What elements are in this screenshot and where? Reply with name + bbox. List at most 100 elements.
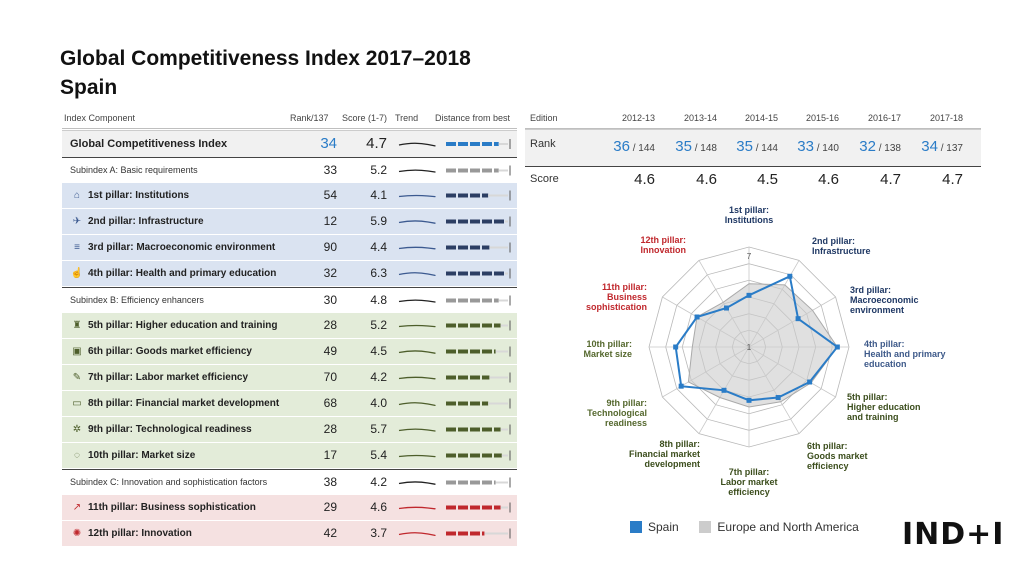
edition-score-label: Score xyxy=(530,173,559,185)
edition-rank: 36 / 144 xyxy=(595,138,655,155)
edition-rank-value: 35 xyxy=(736,138,753,155)
macroeconomic-icon: ≡ xyxy=(74,242,80,253)
table-row: Global Competitiveness Index 34 4.7 xyxy=(62,130,517,158)
edition-score: 4.6 xyxy=(818,171,839,188)
table-row: ▣ 6th pillar: Goods market efficiency 49 4.… xyxy=(62,339,517,365)
row-score: 5.4 xyxy=(370,448,387,462)
legend-swatch-spain xyxy=(630,521,642,533)
edition-rank: 35 / 148 xyxy=(657,138,717,155)
gci-table-header: Index Component Rank/137 Score (1-7) Tre… xyxy=(62,110,517,129)
trend-line xyxy=(398,376,436,380)
trend-line xyxy=(398,272,436,277)
edition-score-row: Score 4.6 4.6 4.5 4.6 4.7 4.7 xyxy=(525,166,981,193)
table-row: ⌂ 1st pillar: Institutions 54 4.1 xyxy=(62,183,517,209)
trend-line xyxy=(398,428,436,432)
axis-label: 10th pillar: Market size xyxy=(583,339,632,359)
edition-year: 2017-18 xyxy=(929,113,963,123)
row-score: 3.7 xyxy=(370,526,387,540)
table-row: ✈ 2nd pillar: Infrastructure 12 5.9 xyxy=(62,209,517,235)
row-graphics xyxy=(398,295,511,306)
axis-label: 7th pillar: Labor market efficiency xyxy=(720,467,777,497)
table-row: ☝ 4th pillar: Health and primary educatio… xyxy=(62,261,517,287)
edition-rank-of: / 144 xyxy=(629,143,655,154)
financial-market-icon: ▭ xyxy=(72,398,82,409)
table-row: Subindex A: Basic requirements 33 5.2 xyxy=(62,157,517,184)
edition-rank-value: 32 xyxy=(859,138,876,155)
edition-rank-value: 33 xyxy=(797,138,814,155)
spain-point xyxy=(673,344,679,350)
trend-line xyxy=(398,169,436,173)
row-graphics xyxy=(398,346,511,357)
trend-line xyxy=(398,220,436,224)
row-score: 4.2 xyxy=(370,475,387,489)
row-label: 6th pillar: Goods market efficiency xyxy=(88,346,252,357)
spain-point xyxy=(775,395,781,401)
infrastructure-icon: ✈ xyxy=(72,216,82,227)
row-rank: 29 xyxy=(323,500,337,514)
row-label: 8th pillar: Financial market development xyxy=(88,398,280,409)
row-score: 6.3 xyxy=(370,266,387,280)
row-label: 10th pillar: Market size xyxy=(88,450,196,461)
indi-logo: IND+I xyxy=(902,517,1005,552)
axis-label: 12th pillar: Innovation xyxy=(640,235,686,255)
header-component: Index Component xyxy=(64,113,136,123)
edition-rank-value: 34 xyxy=(921,138,938,155)
legend-label-spain: Spain xyxy=(648,520,679,534)
row-rank: 28 xyxy=(323,422,337,436)
legend-label-region: Europe and North America xyxy=(717,520,859,534)
row-label: 12th pillar: Innovation xyxy=(88,528,192,539)
row-score: 4.7 xyxy=(366,135,387,152)
spain-point xyxy=(724,305,729,311)
edition-score: 4.6 xyxy=(634,171,655,188)
trend-line xyxy=(398,506,436,510)
row-graphics xyxy=(398,268,511,279)
axis-label: 2nd pillar: Infrastructure xyxy=(812,236,871,256)
row-graphics xyxy=(398,165,511,176)
labor-market-icon: ✎ xyxy=(72,372,82,383)
row-rank: 33 xyxy=(323,163,337,177)
chart-legend: Spain Europe and North America xyxy=(630,520,859,534)
row-rank: 12 xyxy=(323,214,337,228)
trend-line xyxy=(398,194,436,198)
edition-rank-of: / 140 xyxy=(813,143,839,154)
row-graphics xyxy=(398,242,511,253)
axis-label: 5th pillar: Higher education and training xyxy=(847,392,921,422)
row-score: 5.2 xyxy=(370,318,387,332)
edition-rank-of: / 148 xyxy=(691,143,717,154)
edition-rank: 33 / 140 xyxy=(779,138,839,155)
innovation-icon: ✺ xyxy=(72,528,82,539)
spain-point xyxy=(746,292,752,298)
axis-label: 8th pillar: Financial market development xyxy=(629,439,700,469)
table-row: ✲ 9th pillar: Technological readiness 28 5.… xyxy=(62,417,517,443)
row-rank: 30 xyxy=(323,293,337,307)
row-label: Subindex B: Efficiency enhancers xyxy=(70,295,204,305)
row-rank: 49 xyxy=(323,344,337,358)
edition-label: Edition xyxy=(530,113,558,123)
row-graphics xyxy=(398,502,511,513)
axis-label: 11th pillar: Business sophistication xyxy=(586,282,647,312)
title-line-2: Spain xyxy=(60,76,118,99)
row-score: 4.2 xyxy=(370,370,387,384)
trend-line xyxy=(398,142,436,147)
table-row: ↗ 11th pillar: Business sophistication 29 4… xyxy=(62,495,517,521)
header-rank: Rank/137 xyxy=(290,113,329,123)
spain-point xyxy=(834,344,840,350)
edition-score: 4.7 xyxy=(942,171,963,188)
table-row: ≡ 3rd pillar: Macroeconomic environment 90… xyxy=(62,235,517,261)
edition-table: Edition 2012-13 2013-14 2014-15 2015-16 2016… xyxy=(525,110,981,193)
edition-rank-label: Rank xyxy=(530,138,556,150)
trend-line xyxy=(398,324,436,328)
row-rank: 32 xyxy=(323,266,337,280)
row-graphics xyxy=(398,528,511,539)
trend-line xyxy=(398,454,436,458)
row-graphics xyxy=(398,424,511,435)
trend-line xyxy=(398,246,436,250)
edition-rank-of: / 138 xyxy=(875,143,901,154)
education-icon: ♜ xyxy=(72,320,82,331)
spain-point xyxy=(795,316,801,322)
row-score: 4.6 xyxy=(370,500,387,514)
edition-score: 4.7 xyxy=(880,171,901,188)
row-label: 9th pillar: Technological readiness xyxy=(88,424,252,435)
axis-label: 9th pillar: Technological readiness xyxy=(587,398,647,428)
table-row: Subindex C: Innovation and sophisticatio… xyxy=(62,469,517,496)
